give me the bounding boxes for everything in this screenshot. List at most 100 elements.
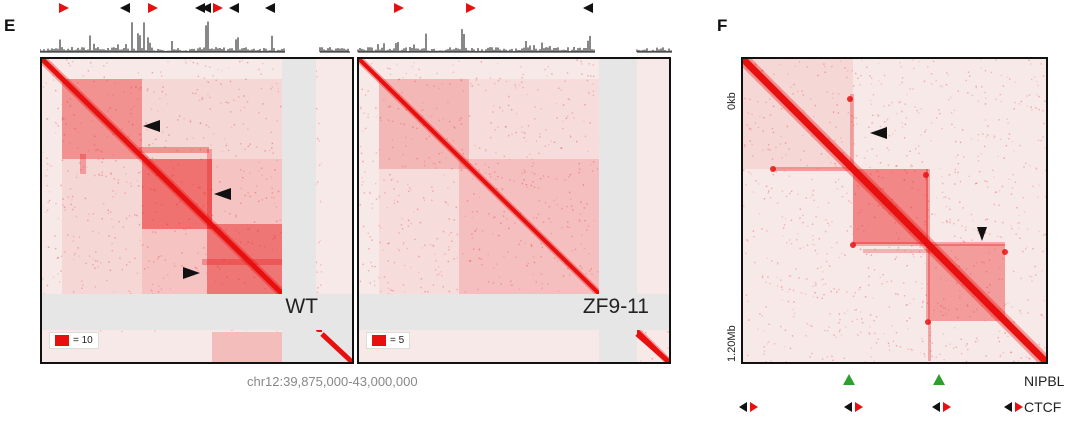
noise-dot <box>1022 196 1025 199</box>
noise-dot <box>500 222 502 224</box>
noise-dot <box>54 132 57 134</box>
noise-dot <box>398 94 400 96</box>
noise-dot <box>811 352 813 355</box>
noise-dot <box>1016 206 1018 209</box>
noise-dot <box>492 216 495 219</box>
noise-dot <box>42 278 44 280</box>
noise-dot <box>210 183 212 185</box>
noise-dot <box>1007 302 1009 304</box>
noise-dot <box>574 248 577 251</box>
noise-dot <box>545 129 548 131</box>
noise-dot <box>814 104 817 107</box>
noise-dot <box>836 188 839 190</box>
noise-dot <box>48 199 51 202</box>
noise-dot <box>891 198 894 201</box>
noise-dot <box>790 86 792 88</box>
noise-dot <box>921 306 923 308</box>
noise-dot <box>239 169 242 171</box>
noise-dot <box>527 125 530 127</box>
noise-dot <box>202 205 205 207</box>
noise-dot <box>868 126 870 128</box>
noise-dot <box>838 288 840 291</box>
noise-dot <box>998 340 1001 343</box>
noise-dot <box>789 192 792 195</box>
noise-dot <box>976 308 978 311</box>
noise-dot <box>840 137 842 139</box>
noise-dot <box>257 230 259 232</box>
noise-dot <box>987 291 990 294</box>
noise-dot <box>75 176 78 179</box>
noise-dot <box>530 245 533 247</box>
noise-dot <box>1018 227 1020 230</box>
noise-dot <box>887 164 890 166</box>
noise-dot <box>72 240 74 242</box>
noise-dot <box>877 204 880 207</box>
noise-dot <box>882 207 884 209</box>
noise-dot <box>318 164 321 167</box>
noise-dot <box>583 120 585 122</box>
noise-dot <box>986 186 989 188</box>
noise-dot <box>759 115 761 118</box>
noise-dot <box>946 279 948 282</box>
noise-dot <box>776 261 779 264</box>
noise-dot <box>1000 100 1002 103</box>
noise-dot <box>858 288 860 291</box>
noise-dot <box>1040 313 1042 316</box>
noise-dot <box>64 209 66 211</box>
noise-dot <box>540 256 542 258</box>
noise-dot <box>520 130 523 133</box>
noise-dot <box>115 193 117 195</box>
noise-dot <box>590 163 592 166</box>
noise-dot <box>495 263 498 265</box>
noise-dot <box>960 338 963 340</box>
noise-dot <box>863 230 865 232</box>
noise-dot <box>977 155 979 158</box>
noise-dot <box>1038 95 1040 98</box>
noise-dot <box>943 359 945 361</box>
noise-dot <box>568 226 570 229</box>
noise-dot <box>404 124 406 126</box>
noise-dot <box>521 77 523 79</box>
loop-dot <box>1002 249 1008 255</box>
diagonal-fragment <box>635 332 669 362</box>
noise-dot <box>1045 169 1046 172</box>
noise-dot <box>432 190 434 192</box>
noise-dot <box>831 220 833 223</box>
noise-dot <box>766 257 769 260</box>
ctcf-arrow-left-black <box>265 3 275 13</box>
noise-dot <box>397 108 400 110</box>
noise-dot <box>899 84 901 86</box>
noise-dot <box>1001 249 1004 252</box>
noise-dot <box>1026 246 1028 248</box>
annotation-arrowhead <box>214 188 231 200</box>
noise-dot <box>904 250 906 252</box>
noise-dot <box>88 213 90 215</box>
noise-dot <box>965 226 967 228</box>
stripe <box>850 94 854 169</box>
noise-dot <box>277 190 280 193</box>
noise-dot <box>438 87 441 90</box>
noise-dot <box>548 206 551 208</box>
noise-dot <box>920 287 923 290</box>
noise-dot <box>834 162 836 165</box>
noise-dot <box>521 182 524 185</box>
noise-dot <box>870 83 873 85</box>
noise-dot <box>1011 140 1014 143</box>
noise-dot <box>763 198 766 200</box>
noise-dot <box>94 174 96 177</box>
noise-dot <box>480 258 482 260</box>
noise-dot <box>490 122 492 124</box>
noise-dot <box>1013 270 1015 273</box>
noise-dot <box>578 162 580 165</box>
noise-dot <box>95 251 97 253</box>
noise-dot <box>939 353 941 356</box>
noise-dot <box>151 157 154 159</box>
noise-dot <box>986 180 988 183</box>
noise-dot <box>186 138 188 140</box>
noise-dot <box>246 61 249 64</box>
noise-dot <box>983 319 986 322</box>
noise-dot <box>501 177 503 179</box>
noise-dot <box>460 79 463 82</box>
noise-dot <box>1026 105 1028 107</box>
noise-dot <box>770 187 773 190</box>
